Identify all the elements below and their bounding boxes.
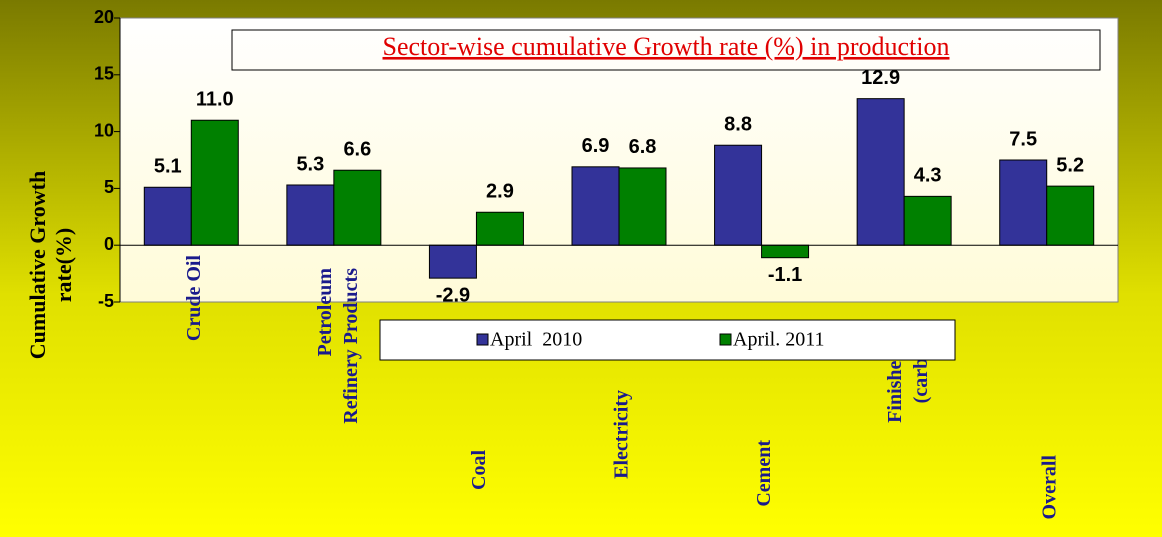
legend-swatch: [476, 333, 489, 346]
bar: [286, 184, 335, 246]
data-label: 2.9: [486, 181, 514, 203]
y-axis-label: Cumulative Growth: [25, 171, 50, 359]
data-label: 5.2: [1056, 154, 1084, 176]
y-tick-label: 20: [94, 7, 114, 27]
bar: [903, 195, 952, 246]
legend-label: April. 2011: [733, 329, 824, 351]
data-label: 8.8: [724, 114, 752, 136]
y-tick-label: 0: [104, 234, 114, 254]
data-label: 4.3: [914, 165, 942, 187]
bar: [190, 119, 239, 246]
x-tick-label: Overall: [1038, 455, 1060, 520]
data-label: 6.8: [629, 136, 657, 158]
bar: [714, 144, 763, 246]
data-label: 11.0: [196, 89, 234, 111]
x-tick-label: Crude Oil: [183, 255, 205, 342]
y-tick-label: 10: [94, 120, 114, 140]
bar: [475, 211, 524, 246]
y-tick-label: -5: [98, 291, 114, 311]
data-label: 12.9: [861, 67, 900, 89]
title-box: [231, 29, 1101, 71]
bar: [999, 159, 1048, 246]
data-label: -1.1: [768, 264, 802, 286]
bar: [856, 98, 905, 246]
plot-area: [119, 17, 1119, 303]
data-label: 6.6: [343, 139, 371, 161]
bar: [618, 167, 667, 246]
bar: [428, 244, 477, 279]
x-tick-label: Electricity: [611, 390, 633, 479]
y-tick-label: 5: [104, 177, 114, 197]
chart-title: Sector-wise cumulative Growth rate (%) i…: [383, 32, 950, 61]
data-label: 6.9: [582, 135, 610, 157]
x-tick-label: Coal: [468, 450, 490, 490]
y-tick-label: 15: [94, 64, 114, 84]
data-label: 7.5: [1009, 128, 1037, 150]
legend-label: April 2010: [490, 329, 582, 351]
x-tick-label: Cement: [753, 440, 775, 507]
data-label: 5.1: [154, 156, 182, 178]
bar: [571, 166, 620, 246]
bar: [761, 244, 810, 259]
data-label: -2.9: [436, 284, 470, 306]
y-axis-label: rate(%): [51, 228, 76, 303]
bar: [333, 169, 382, 246]
legend: [379, 319, 956, 361]
legend-swatch: [719, 333, 732, 346]
bar: [1046, 185, 1095, 246]
bar: [143, 186, 192, 246]
x-tick-label: Petroleum Refinery Products: [313, 268, 361, 424]
data-label: 5.3: [296, 153, 324, 175]
